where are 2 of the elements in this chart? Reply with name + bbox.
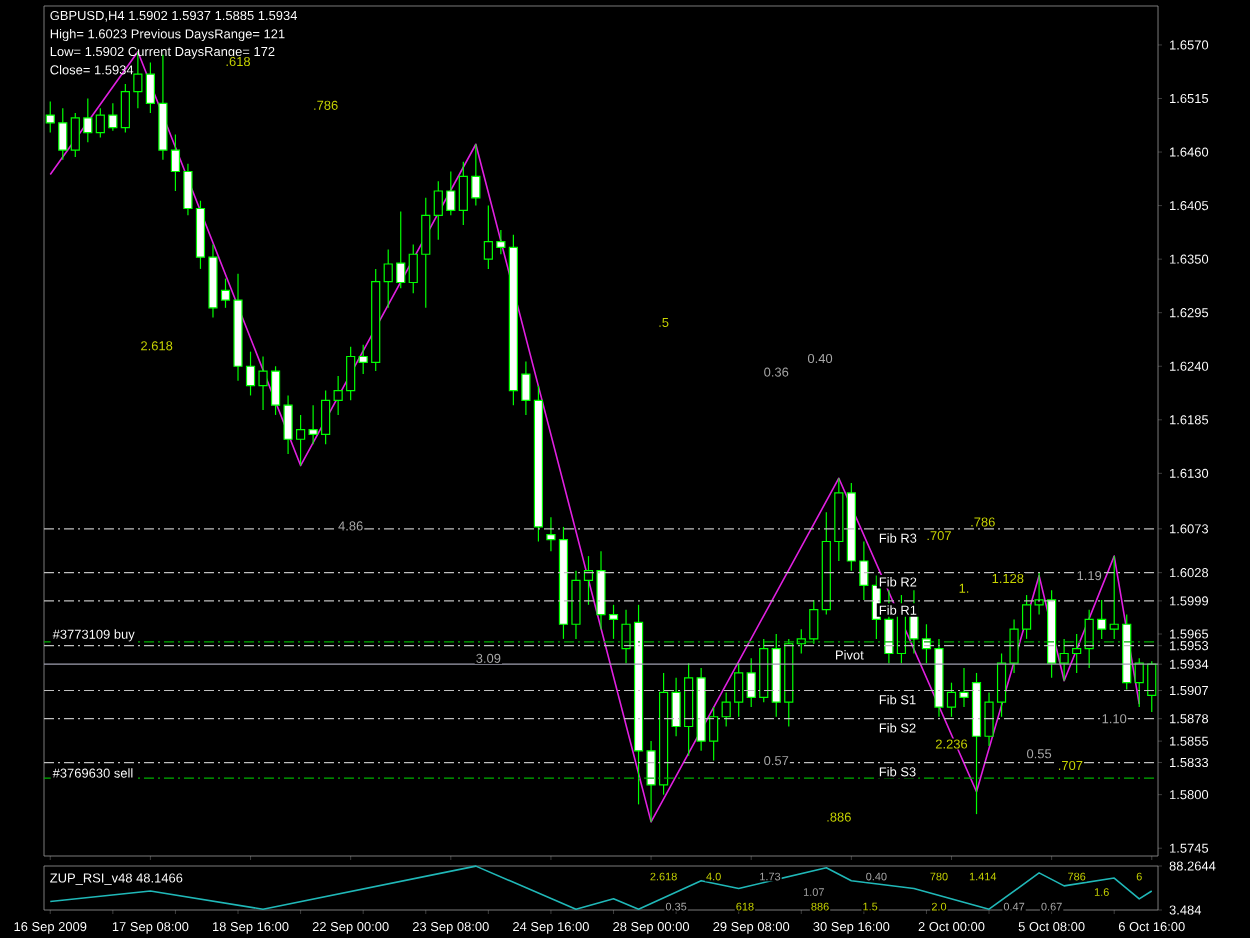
line-series bbox=[49, 865, 1153, 911]
line-series bbox=[49, 50, 1141, 823]
